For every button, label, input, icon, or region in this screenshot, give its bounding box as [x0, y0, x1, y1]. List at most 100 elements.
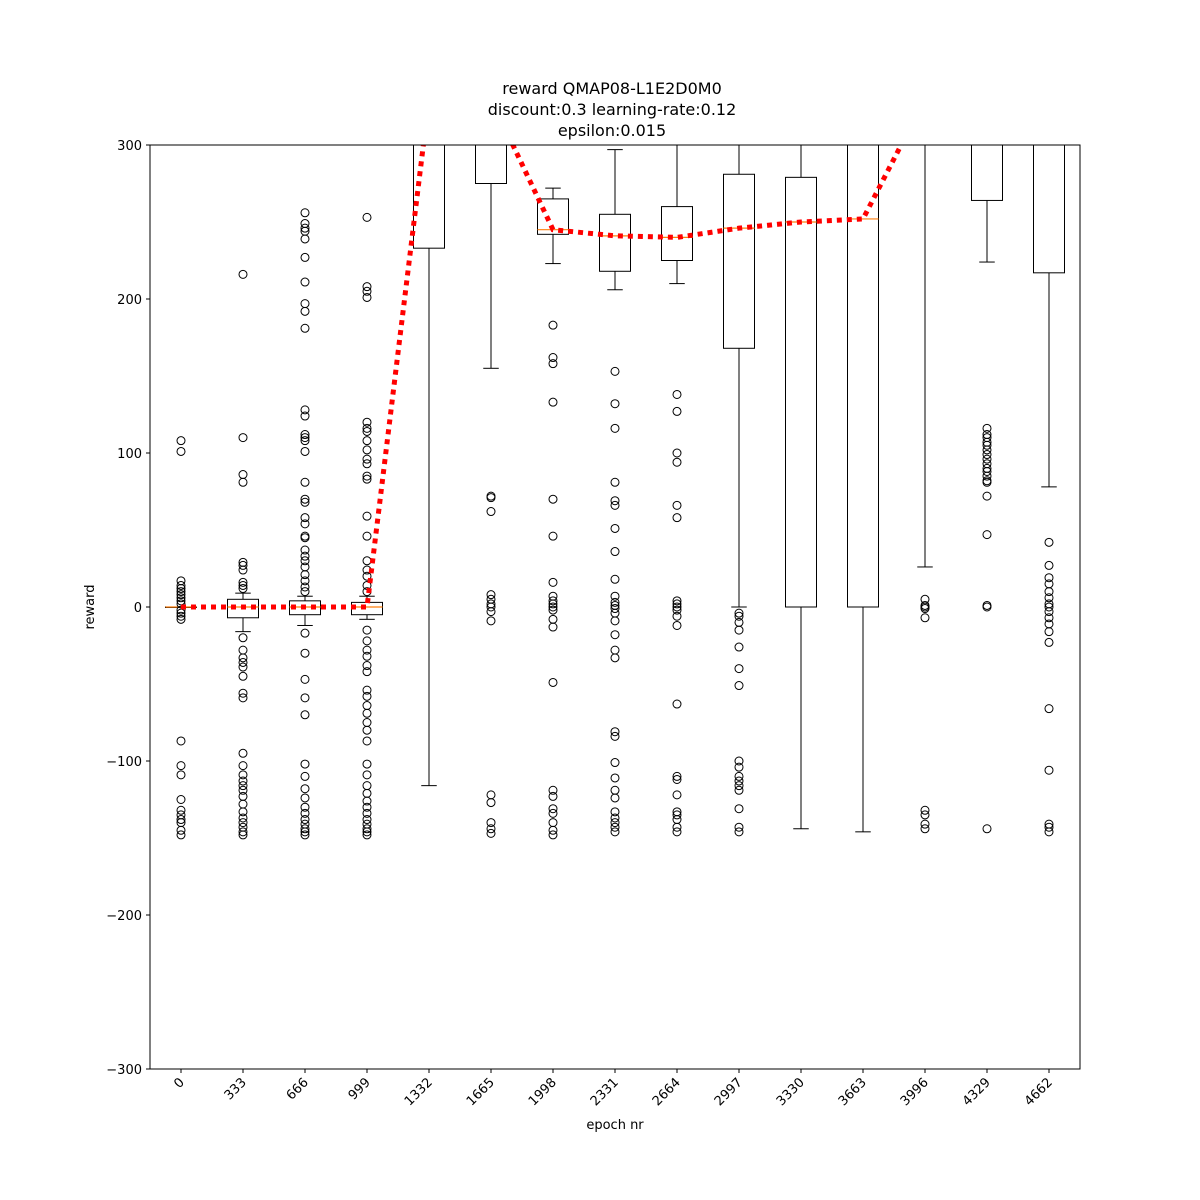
flier-point	[362, 815, 372, 825]
flier-point	[672, 513, 682, 523]
flier-point	[1044, 619, 1054, 629]
flier-point	[610, 793, 620, 803]
flier-point	[610, 827, 620, 837]
flier-point	[1044, 607, 1054, 617]
box-iqr	[1033, 145, 1065, 274]
flier-point	[300, 587, 310, 597]
flier-point	[176, 580, 186, 590]
flier-point	[300, 533, 310, 543]
flier-point	[548, 785, 558, 795]
flier-point	[362, 770, 372, 780]
flier-point	[1044, 704, 1054, 714]
flier-point	[610, 758, 620, 768]
flier-point	[362, 824, 372, 834]
box-iqr	[910, 99, 941, 100]
flier-point	[920, 810, 930, 820]
flier-point	[1044, 827, 1054, 837]
chart-title-line-3: epsilon:0.015	[558, 121, 666, 140]
chart-title-line-1: reward QMAP08-L1E2D0M0	[502, 79, 722, 98]
flier-point	[300, 299, 310, 309]
flier-point	[238, 776, 248, 786]
flier-point	[176, 611, 186, 621]
flier-point	[734, 608, 744, 618]
flier-point	[734, 664, 744, 674]
flier-point	[362, 725, 372, 735]
flier-point	[1044, 613, 1054, 623]
flier-point	[300, 570, 310, 580]
flier-point	[300, 808, 310, 818]
flier-point	[734, 771, 744, 781]
flier-point	[238, 791, 248, 801]
flier-point	[300, 430, 310, 440]
flier-point	[1044, 560, 1054, 570]
flier-point	[362, 827, 372, 837]
flier-point	[238, 822, 248, 832]
flier-point	[486, 616, 496, 626]
flier-point	[362, 796, 372, 806]
flier-point	[1044, 627, 1054, 637]
flier-point	[362, 625, 372, 635]
flier-point	[486, 818, 496, 828]
y-axis: −300 −200 −100 0 100 200 300	[106, 139, 150, 1078]
flier-point	[610, 604, 620, 614]
flier-point	[176, 446, 186, 456]
flier-point	[300, 519, 310, 529]
flier-point	[982, 454, 992, 464]
flier-point	[300, 513, 310, 523]
flier-point	[300, 223, 310, 233]
flier-point	[610, 773, 620, 783]
flier-point	[238, 748, 248, 758]
flier-point	[362, 571, 372, 581]
x-tick-label: 2664	[650, 1075, 684, 1109]
box-iqr	[475, 145, 507, 184]
flier-point	[300, 494, 310, 504]
flier-point	[982, 471, 992, 481]
flier-point	[1044, 593, 1054, 603]
flier-point	[238, 580, 248, 590]
flier-point	[362, 802, 372, 812]
y-tick-label: −200	[106, 909, 142, 924]
flier-point	[176, 805, 186, 815]
flier-point	[734, 785, 744, 795]
flier-point	[982, 602, 992, 612]
flier-point	[610, 574, 620, 584]
flier-point	[672, 406, 682, 416]
flier-point	[548, 818, 558, 828]
flier-point	[362, 426, 372, 436]
flier-point	[610, 616, 620, 626]
flier-point	[362, 445, 372, 455]
flier-point	[486, 602, 496, 612]
median-trend-layer	[181, 145, 904, 610]
flier-point	[176, 576, 186, 586]
flier-point	[300, 562, 310, 572]
flier-point	[1044, 602, 1054, 612]
flier-point	[548, 577, 558, 587]
flier-point	[610, 500, 620, 510]
flier-point	[672, 827, 682, 837]
flier-point	[1044, 765, 1054, 775]
flier-point	[238, 477, 248, 487]
flier-point	[610, 399, 620, 409]
flier-point	[734, 756, 744, 766]
flier-point	[1044, 587, 1054, 597]
flier-point	[300, 784, 310, 794]
flier-point	[548, 596, 558, 606]
flier-point	[362, 736, 372, 746]
x-tick-label: 4329	[960, 1075, 994, 1109]
box-iqr	[785, 176, 817, 608]
x-tick-label: 4662	[1022, 1075, 1056, 1109]
flier-point	[672, 602, 682, 612]
flier-point	[548, 825, 558, 835]
x-tick-label: 1332	[402, 1075, 436, 1109]
flier-point	[238, 657, 248, 667]
flier-point	[300, 827, 310, 837]
flier-point	[362, 474, 372, 484]
x-tick-label: 0	[171, 1075, 187, 1091]
flier-point	[238, 799, 248, 809]
flier-point	[238, 662, 248, 672]
flier-point	[672, 599, 682, 609]
box-iqr	[351, 601, 383, 616]
flier-point	[920, 819, 930, 829]
